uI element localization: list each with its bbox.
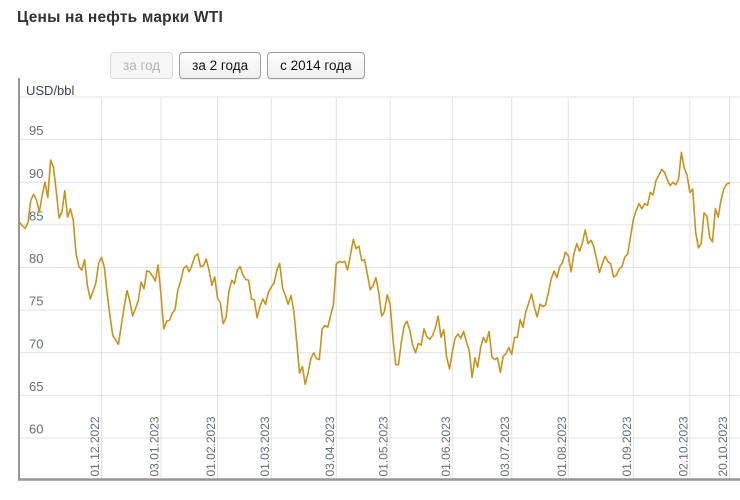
- y-axis-unit-label: USD/bbl: [26, 83, 75, 98]
- x-tick-label: 03.07.2023: [498, 416, 512, 476]
- x-tick-label: 01.09.2023: [620, 416, 634, 476]
- x-tick-label: 20.10.2023: [716, 416, 730, 476]
- y-tick-label: 90: [29, 166, 43, 181]
- x-tick-label: 01.03.2023: [258, 416, 272, 476]
- x-tick-label: 01.06.2023: [439, 416, 453, 476]
- y-tick-label: 85: [29, 208, 43, 223]
- y-tick-labels: 95 90 85 80 75 70 65 60: [29, 123, 43, 436]
- page-title: Цены на нефть марки WTI: [17, 9, 224, 26]
- price-line: [18, 151, 731, 386]
- x-tick-label: 02.10.2023: [676, 416, 690, 476]
- x-tick-label: 01.08.2023: [555, 416, 569, 476]
- x-tick-label: 01.05.2023: [377, 416, 391, 476]
- period-button-year[interactable]: за год: [110, 52, 174, 79]
- x-tick-labels: 01.12.2022 03.01.2023 01.02.2023 01.03.2023…: [88, 416, 730, 476]
- y-tick-label: 65: [29, 379, 43, 394]
- horizontal-gridlines: [20, 96, 740, 439]
- y-tick-label: 80: [29, 251, 43, 266]
- y-tick-label: 60: [29, 422, 43, 437]
- x-tick-label: 01.02.2023: [204, 416, 218, 476]
- x-tick-label: 01.12.2022: [88, 416, 102, 476]
- y-tick-label: 95: [29, 123, 43, 138]
- y-tick-label: 75: [29, 294, 43, 309]
- y-tick-label: 70: [29, 336, 43, 351]
- period-button-since-2014[interactable]: с 2014 года: [267, 52, 365, 79]
- period-button-row: за год за 2 года с 2014 года: [110, 52, 365, 79]
- vertical-gridlines: [101, 97, 730, 479]
- x-tick-label: 03.04.2023: [323, 416, 337, 476]
- period-button-2years[interactable]: за 2 года: [179, 52, 262, 79]
- x-tick-label: 03.01.2023: [147, 416, 161, 476]
